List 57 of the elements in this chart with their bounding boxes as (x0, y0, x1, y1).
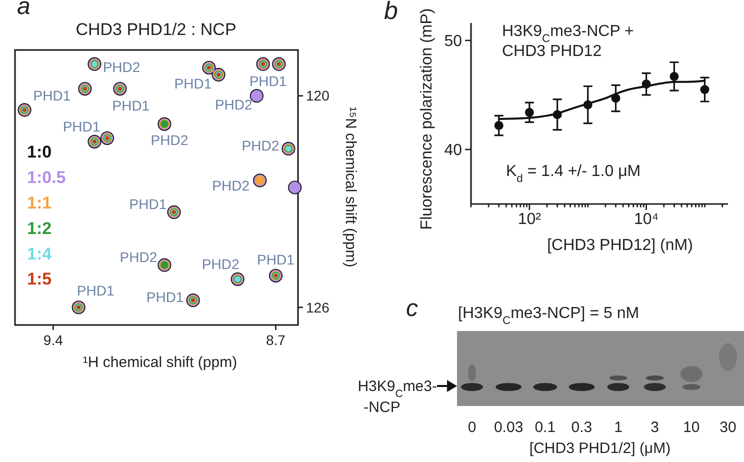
text: b (384, 0, 398, 25)
y-axis-title: Fluorescence polarization (mP) (418, 8, 436, 230)
annotation: PHD1 (76, 282, 114, 298)
annotation: K$_{d}$ = 1.4 +/- 1.0 μM (506, 163, 641, 185)
annotation: PHD2 (202, 256, 240, 272)
category-label: 30 (720, 419, 736, 436)
annotation: PHD2 (214, 96, 253, 113)
text: a (17, 0, 30, 20)
x-tick-label: 8.7 (266, 332, 286, 348)
annotation: PHD1 (33, 88, 71, 104)
x-axis-title: ¹H chemical shift (ppm) (82, 354, 238, 371)
x-tick-label: 10² (518, 211, 542, 228)
annotation: PHD2 (150, 132, 188, 148)
y-tick-label: 126 (306, 299, 330, 316)
category-label: 0 (468, 419, 476, 436)
annotation: PHD1 (112, 98, 150, 114)
category-label: 0.3 (571, 419, 592, 436)
x-tick-label: 10⁴ (634, 211, 659, 228)
point (700, 85, 710, 94)
annotation: PHD1 (174, 76, 212, 92)
category-label: 10 (683, 419, 700, 436)
text: H3K9$_{C}$me3- (358, 378, 437, 400)
series-label: 1:5 (27, 270, 52, 289)
series-label: 1:0.5 (27, 168, 66, 188)
text: -NCP (364, 399, 400, 416)
category-label: 1 (614, 419, 622, 436)
point (524, 108, 534, 117)
text: 1:4 (27, 244, 52, 264)
point (494, 121, 504, 130)
point (670, 72, 679, 81)
chart-title: CHD3 PHD1/2 : NCP (76, 20, 236, 39)
annotation: PHD1 (257, 252, 295, 268)
annotation: PHD2 (212, 177, 250, 194)
annotation: PHD1 (249, 73, 287, 90)
annotation: PHD1 (146, 289, 184, 306)
x-axis-title: [CHD3 PHD12] (nM) (547, 237, 693, 254)
annotation: PHD1 (129, 196, 167, 212)
category-label: 0.1 (534, 419, 556, 436)
text: 1:1 (27, 194, 52, 212)
category-label: 3 (650, 419, 660, 436)
y-axis-title: ¹⁵N chemical shift (ppm) (342, 106, 359, 268)
annotation: H3K9$_{C}$me3-NCP + (502, 23, 634, 45)
x-tick-label: 9.4 (43, 332, 64, 348)
y-tick-label: 40 (444, 142, 462, 160)
annotation: CHD3 PHD12 (502, 43, 602, 60)
y-tick-label: 120 (306, 88, 330, 104)
annotation: PHD1 (62, 118, 100, 135)
text: [CHD3 PHD1/2] (μM) (529, 440, 671, 457)
y-tick-label: 50 (444, 33, 462, 50)
series-label: 1:0 (27, 142, 52, 162)
annotation: PHD2 (120, 248, 158, 265)
text: [H3K9$_{C}$me3-NCP] = 5 nM (458, 305, 640, 327)
annotation: PHD2 (242, 138, 280, 154)
text: 1:2 (27, 218, 52, 238)
category-label: 0.03 (494, 419, 524, 436)
text: c (406, 295, 418, 322)
annotation: PHD2 (102, 59, 140, 76)
